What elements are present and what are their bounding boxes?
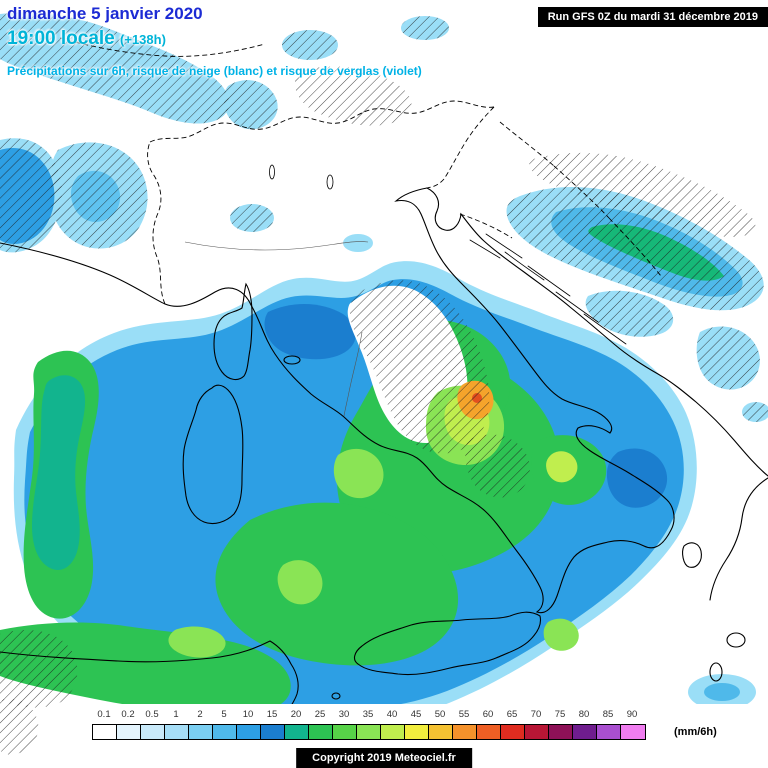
- precipitation-layer: [0, 12, 768, 723]
- legend-value: 60: [482, 709, 494, 720]
- corsica-coastline: [213, 282, 253, 381]
- legend-color-cell: [501, 725, 525, 739]
- legend-value: 55: [458, 709, 470, 720]
- legend-value: 20: [290, 709, 302, 720]
- legend-color-cell: [597, 725, 621, 739]
- legend-color-cell: [525, 725, 549, 739]
- legend-color-cell: [381, 725, 405, 739]
- legend-unit: (mm/6h): [674, 726, 717, 738]
- balkans-coastline: [426, 187, 768, 477]
- legend-color-cell: [117, 725, 141, 739]
- legend-color-cell: [477, 725, 501, 739]
- forecast-time: 19:00 locale (+138h): [7, 28, 422, 50]
- legend-value: 50: [434, 709, 446, 720]
- legend-color-cell: [141, 725, 165, 739]
- forecast-date: dimanche 5 janvier 2020: [7, 4, 203, 23]
- legend-color-cell: [573, 725, 597, 739]
- legend-value: 0.5: [145, 709, 159, 720]
- elba-island: [283, 355, 301, 365]
- border-layer: [59, 37, 662, 305]
- legend-value: 35: [362, 709, 374, 720]
- croatian-islands: [469, 233, 627, 345]
- forecast-description: Précipitations sur 6h, risque de neige (…: [7, 64, 422, 78]
- legend-color-cell: [357, 725, 381, 739]
- legend-color-cell: [453, 725, 477, 739]
- legend-value: 75: [554, 709, 566, 720]
- river-layer: [184, 241, 369, 417]
- greek-island-2: [709, 662, 723, 682]
- legend-color-cell: [549, 725, 573, 739]
- forecast-offset: (+138h): [120, 32, 166, 47]
- legend-value: 30: [338, 709, 350, 720]
- italy-coastline: [0, 187, 675, 614]
- legend-value: 90: [626, 709, 638, 720]
- greek-island: [726, 632, 746, 648]
- legend-value: 15: [266, 709, 278, 720]
- sicily-coastline: [353, 611, 542, 676]
- legend-color-cell: [261, 725, 285, 739]
- lake-maggiore: [269, 164, 275, 180]
- legend-color-cell: [309, 725, 333, 739]
- legend-color-cell: [285, 725, 309, 739]
- lake-garda: [326, 174, 334, 190]
- sardinia-coastline: [182, 384, 244, 525]
- legend-color-cell: [93, 725, 117, 739]
- model-run-info: Run GFS 0Z du mardi 31 décembre 2019: [537, 7, 768, 27]
- legend-value: 0.2: [121, 709, 135, 720]
- copyright-banner: Copyright 2019 Meteociel.fr: [296, 748, 472, 768]
- legend-value: 25: [314, 709, 326, 720]
- snow-hatch-layer: [0, 12, 768, 755]
- legend-color-bar: [92, 724, 646, 740]
- legend-value: 1: [173, 709, 179, 720]
- legend-color-cell: [333, 725, 357, 739]
- legend-value: 65: [506, 709, 518, 720]
- pantelleria-island: [331, 692, 341, 700]
- corfu-island: [682, 542, 702, 568]
- legend-values-row: 0.1 0.2 0.5 1 2 5 10 15 20 25 30 35 40 45 50 55 60 65 70 75…: [92, 708, 768, 722]
- legend-color-cell: [621, 725, 645, 739]
- legend-value: 80: [578, 709, 590, 720]
- legend-value: 85: [602, 709, 614, 720]
- legend-color-cell: [237, 725, 261, 739]
- legend-value: 45: [410, 709, 422, 720]
- legend-color-cell: [165, 725, 189, 739]
- legend-value: 5: [221, 709, 227, 720]
- legend-value: 2: [197, 709, 203, 720]
- legend-color-cell: [189, 725, 213, 739]
- forecast-header: dimanche 5 janvier 2020 19:00 locale (+1…: [7, 4, 422, 78]
- legend-value: 10: [242, 709, 254, 720]
- forecast-time-local: 19:00 locale: [7, 28, 115, 49]
- legend-value: 0.1: [97, 709, 111, 720]
- legend-value: 40: [386, 709, 398, 720]
- legend-value: 70: [530, 709, 542, 720]
- legend-color-cell: [405, 725, 429, 739]
- legend-color-cell: [429, 725, 453, 739]
- legend-panel: 0.1 0.2 0.5 1 2 5 10 15 20 25 30 35 40 45 50 55 60 65 70 75…: [84, 704, 768, 768]
- greece-coastline: [709, 477, 768, 601]
- legend-color-cell: [213, 725, 237, 739]
